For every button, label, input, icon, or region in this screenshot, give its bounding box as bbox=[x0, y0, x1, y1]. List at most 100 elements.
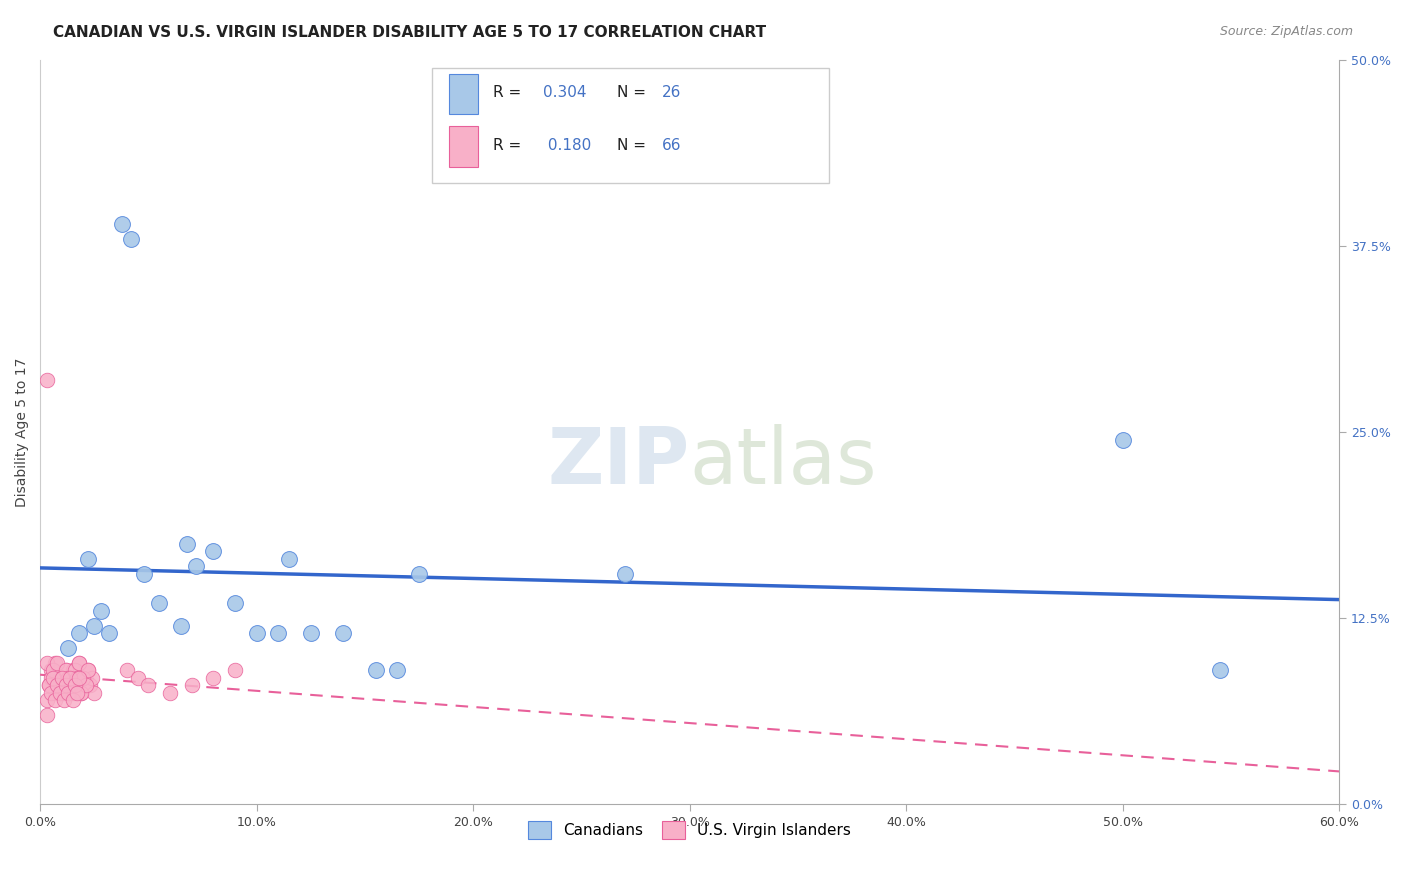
Point bbox=[132, 566, 155, 581]
Point bbox=[55, 678, 77, 692]
Text: R =: R = bbox=[494, 85, 527, 100]
Point bbox=[83, 618, 105, 632]
Text: CANADIAN VS U.S. VIRGIN ISLANDER DISABILITY AGE 5 TO 17 CORRELATION CHART: CANADIAN VS U.S. VIRGIN ISLANDER DISABIL… bbox=[53, 25, 766, 40]
Point bbox=[46, 678, 69, 692]
Point bbox=[83, 686, 105, 700]
Point bbox=[75, 678, 97, 692]
Point bbox=[66, 686, 89, 700]
Point bbox=[63, 678, 86, 692]
Point bbox=[79, 678, 101, 692]
Point bbox=[202, 544, 225, 558]
Point bbox=[76, 664, 98, 678]
Text: Source: ZipAtlas.com: Source: ZipAtlas.com bbox=[1219, 25, 1353, 38]
FancyBboxPatch shape bbox=[450, 126, 478, 167]
Text: N =: N = bbox=[617, 138, 651, 153]
Point bbox=[408, 566, 430, 581]
Point bbox=[184, 559, 207, 574]
Point bbox=[148, 596, 170, 610]
Point bbox=[44, 656, 66, 670]
Point bbox=[44, 686, 66, 700]
Point bbox=[159, 686, 181, 700]
Point bbox=[127, 671, 149, 685]
Point bbox=[59, 671, 82, 685]
Point bbox=[51, 686, 73, 700]
Point bbox=[267, 626, 290, 640]
Point bbox=[39, 664, 62, 678]
Point bbox=[42, 671, 65, 685]
Point bbox=[66, 671, 89, 685]
Point bbox=[202, 671, 225, 685]
Point bbox=[67, 656, 90, 670]
Point bbox=[58, 686, 80, 700]
Point bbox=[38, 678, 60, 692]
Point bbox=[52, 686, 75, 700]
Point bbox=[39, 686, 62, 700]
Point bbox=[138, 678, 160, 692]
Point bbox=[1111, 433, 1133, 447]
Point bbox=[1209, 664, 1232, 678]
Point bbox=[98, 626, 121, 640]
Point bbox=[332, 626, 354, 640]
Point bbox=[170, 618, 193, 632]
Point bbox=[72, 671, 94, 685]
Text: 26: 26 bbox=[662, 85, 682, 100]
Point bbox=[224, 664, 246, 678]
Point bbox=[299, 626, 322, 640]
Point bbox=[48, 686, 70, 700]
Point bbox=[115, 664, 138, 678]
Point bbox=[51, 671, 73, 685]
Point bbox=[63, 678, 86, 692]
Point bbox=[70, 686, 93, 700]
Point bbox=[180, 678, 202, 692]
Point bbox=[35, 373, 58, 387]
Point bbox=[224, 596, 246, 610]
Text: 0.180: 0.180 bbox=[543, 138, 591, 153]
Point bbox=[387, 664, 409, 678]
Point bbox=[58, 671, 80, 685]
Y-axis label: Disability Age 5 to 17: Disability Age 5 to 17 bbox=[15, 358, 30, 507]
Point bbox=[35, 708, 58, 723]
Point bbox=[364, 664, 387, 678]
Text: N =: N = bbox=[617, 85, 651, 100]
Point bbox=[51, 671, 73, 685]
Point bbox=[63, 664, 86, 678]
Point bbox=[42, 664, 65, 678]
Point bbox=[48, 671, 70, 685]
Point bbox=[67, 656, 90, 670]
Point bbox=[120, 232, 142, 246]
Point bbox=[35, 693, 58, 707]
Point bbox=[76, 551, 98, 566]
Point bbox=[613, 566, 636, 581]
Point bbox=[55, 664, 77, 678]
Point bbox=[44, 693, 66, 707]
Point bbox=[62, 693, 84, 707]
Point bbox=[55, 664, 77, 678]
Point bbox=[52, 678, 75, 692]
Point bbox=[59, 678, 82, 692]
FancyBboxPatch shape bbox=[450, 73, 478, 114]
Point bbox=[67, 626, 90, 640]
Point bbox=[176, 537, 198, 551]
Point bbox=[90, 604, 112, 618]
Point bbox=[62, 664, 84, 678]
Point bbox=[278, 551, 301, 566]
Point bbox=[46, 656, 69, 670]
Text: R =: R = bbox=[494, 138, 527, 153]
Point bbox=[59, 686, 82, 700]
Point bbox=[66, 671, 89, 685]
Point bbox=[58, 671, 80, 685]
Point bbox=[80, 671, 103, 685]
Point bbox=[62, 686, 84, 700]
Point bbox=[42, 671, 65, 685]
Text: 66: 66 bbox=[662, 138, 682, 153]
Point bbox=[46, 678, 69, 692]
Point bbox=[52, 693, 75, 707]
Point bbox=[48, 678, 70, 692]
Point bbox=[39, 671, 62, 685]
Point bbox=[58, 640, 80, 655]
Text: ZIP: ZIP bbox=[547, 424, 690, 500]
Text: atlas: atlas bbox=[690, 424, 877, 500]
Point bbox=[76, 664, 98, 678]
Point bbox=[38, 678, 60, 692]
Point bbox=[67, 671, 90, 685]
